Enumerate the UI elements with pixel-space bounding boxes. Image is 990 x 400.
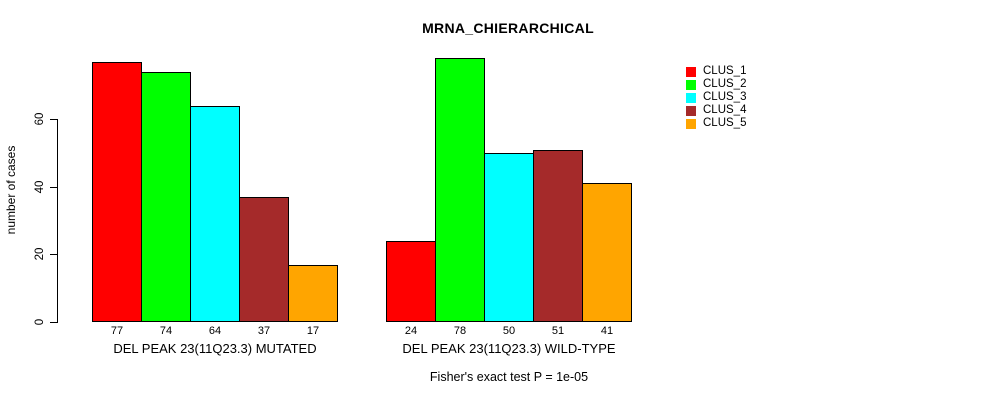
legend-label: CLUS_1 — [703, 65, 747, 77]
y-tick-label: 20 — [34, 248, 46, 261]
bar-clus_4-group0 — [239, 197, 289, 322]
bar-clus_2-group0 — [141, 72, 191, 322]
y-tick-label: 0 — [34, 318, 46, 326]
legend-swatch-clus_2 — [686, 79, 696, 90]
y-tick — [50, 119, 58, 121]
legend-item-clus_3: CLUS_3 — [686, 91, 746, 104]
y-tick — [50, 254, 58, 256]
bar-clus_5-group1 — [582, 183, 632, 322]
bar-value-label: 64 — [208, 325, 222, 337]
bar-clus_1-group0 — [92, 62, 142, 322]
bar-clus_1-group1 — [386, 241, 436, 322]
fisher-test-annotation: Fisher's exact test P = 1e-05 — [429, 370, 589, 384]
y-tick-label: 60 — [34, 112, 46, 126]
legend-item-clus_5: CLUS_5 — [686, 117, 746, 130]
legend-item-clus_4: CLUS_4 — [686, 104, 746, 117]
bar-value-label: 50 — [502, 325, 516, 337]
bar-clus_5-group0 — [288, 265, 338, 322]
legend-item-clus_2: CLUS_2 — [686, 78, 746, 91]
y-tick-label: 40 — [34, 180, 46, 194]
legend-swatch-clus_1 — [686, 66, 696, 77]
legend-label: CLUS_4 — [703, 104, 747, 116]
bar-value-label: 74 — [159, 325, 173, 337]
bar-clus_2-group1 — [435, 58, 485, 322]
bar-clus_4-group1 — [533, 150, 583, 322]
bar-value-label: 77 — [110, 325, 124, 337]
legend-swatch-clus_4 — [686, 105, 696, 116]
legend-label: CLUS_2 — [703, 78, 747, 90]
bar-value-label: 24 — [404, 325, 418, 337]
bar-value-label: 41 — [600, 325, 614, 337]
legend-item-clus_1: CLUS_1 — [686, 65, 746, 78]
bar-clus_3-group1 — [484, 153, 534, 322]
category-label-mutated: DEL PEAK 23(11Q23.3) MUTATED — [113, 341, 317, 356]
bar-clus_3-group0 — [190, 106, 240, 322]
y-tick — [50, 186, 58, 188]
legend-swatch-clus_3 — [686, 92, 696, 103]
bar-value-label: 78 — [453, 325, 467, 337]
category-label-wildtype: DEL PEAK 23(11Q23.3) WILD-TYPE — [402, 341, 616, 356]
legend: CLUS_1 CLUS_2 CLUS_3 CLUS_4 CLUS_5 — [686, 65, 746, 130]
legend-label: CLUS_5 — [703, 117, 747, 129]
y-axis-line — [57, 119, 58, 323]
y-tick — [50, 322, 58, 323]
bar-value-label: 37 — [257, 325, 271, 337]
bar-value-label: 17 — [306, 325, 320, 337]
chart-title: MRNA_CHIERARCHICAL — [422, 20, 594, 36]
bar-value-label: 51 — [551, 325, 565, 337]
legend-label: CLUS_3 — [703, 91, 747, 103]
legend-swatch-clus_5 — [686, 118, 696, 129]
